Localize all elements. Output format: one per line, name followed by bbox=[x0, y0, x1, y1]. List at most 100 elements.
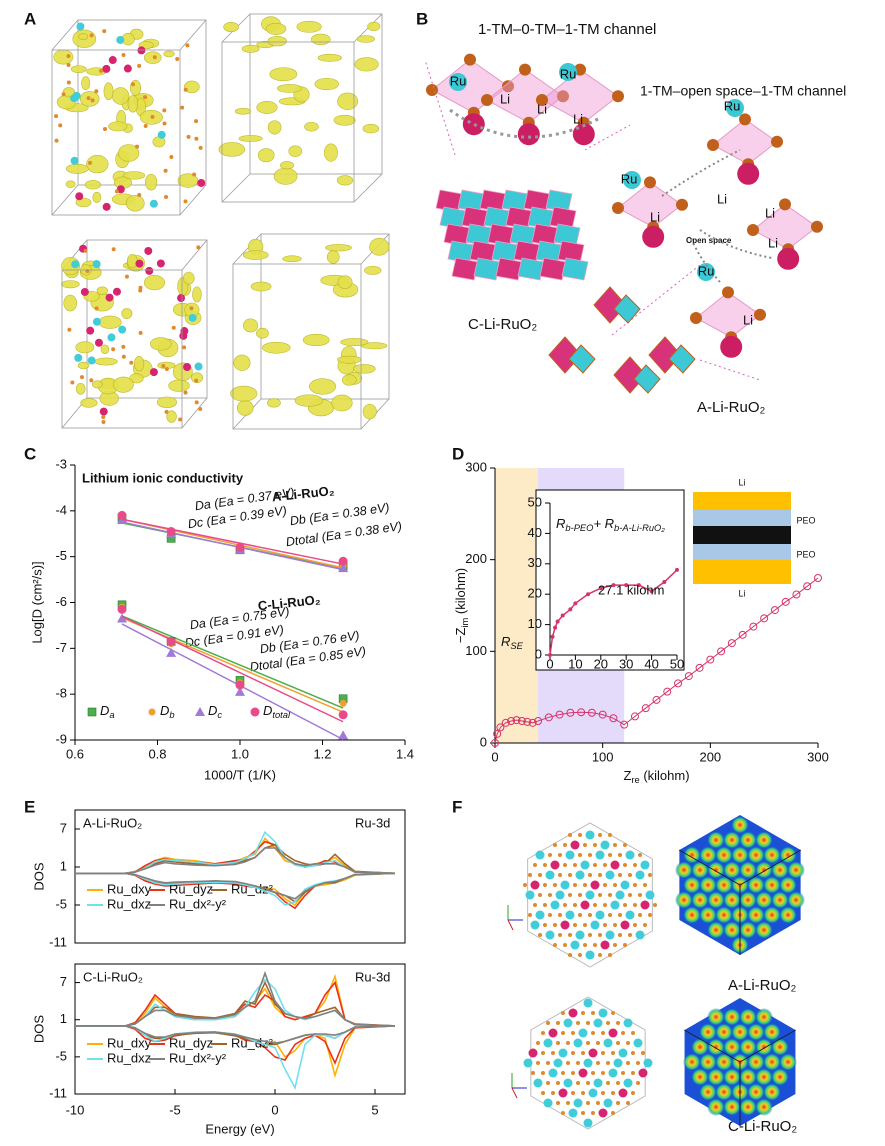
ru-atom bbox=[559, 63, 577, 81]
legend-label: Dc bbox=[208, 703, 222, 720]
marker bbox=[663, 687, 672, 696]
density-spot bbox=[771, 1038, 789, 1056]
density-spot bbox=[731, 816, 749, 834]
atom bbox=[598, 873, 602, 877]
density-render bbox=[51, 19, 207, 216]
iso-surface bbox=[184, 80, 200, 94]
panel-letter: F bbox=[452, 797, 462, 816]
atom bbox=[573, 1038, 583, 1048]
atom bbox=[87, 356, 96, 365]
atom bbox=[645, 890, 655, 900]
inset-annotation: Rb-PEO+ Rb-A-Li-RuO₂ bbox=[556, 516, 665, 533]
channel-title: 1-TM–0-TM–1-TM channel bbox=[478, 21, 656, 38]
atom bbox=[545, 930, 555, 940]
atom bbox=[558, 933, 562, 937]
iso-surface bbox=[96, 286, 108, 295]
iso-surface bbox=[354, 57, 379, 72]
atom bbox=[531, 1071, 535, 1075]
density-spot bbox=[699, 1083, 717, 1101]
atom bbox=[628, 893, 632, 897]
y-axis-label-part: im bbox=[460, 618, 470, 628]
ru-atom bbox=[623, 171, 641, 189]
iso-surface bbox=[80, 398, 98, 408]
atom bbox=[194, 136, 199, 141]
iso-surface bbox=[256, 327, 269, 339]
atom bbox=[523, 883, 527, 887]
density-spot bbox=[707, 1098, 725, 1116]
iso-surface bbox=[331, 394, 353, 412]
y-tick-label: 300 bbox=[465, 459, 487, 474]
x-tick-label: 30 bbox=[619, 656, 633, 671]
annotation: Ru-3d bbox=[355, 969, 390, 984]
atom bbox=[99, 68, 104, 73]
atom bbox=[653, 903, 657, 907]
atom bbox=[575, 930, 585, 940]
density-spot bbox=[763, 846, 781, 864]
density-spot bbox=[755, 921, 773, 939]
atom bbox=[72, 91, 81, 100]
atom bbox=[618, 853, 622, 857]
marker bbox=[814, 574, 822, 582]
y-tick-label: -5 bbox=[55, 1048, 67, 1063]
density-spot bbox=[739, 1008, 757, 1026]
atom bbox=[548, 1068, 558, 1078]
atom bbox=[640, 900, 650, 910]
structure-label: A-Li-RuO₂ bbox=[728, 977, 797, 994]
o-atom bbox=[707, 139, 719, 151]
iso-surface bbox=[337, 92, 359, 110]
atom bbox=[107, 333, 116, 342]
atom bbox=[143, 95, 148, 100]
atom bbox=[74, 353, 83, 362]
density-spot bbox=[723, 1038, 741, 1056]
atom bbox=[588, 1048, 598, 1058]
iso-surface bbox=[341, 374, 357, 386]
iso-surface bbox=[112, 87, 130, 105]
atom bbox=[636, 1081, 640, 1085]
atom bbox=[590, 920, 600, 930]
atom bbox=[162, 108, 167, 113]
atom bbox=[149, 368, 158, 377]
o-atom bbox=[739, 113, 751, 126]
inset-annotation-part: + R bbox=[593, 516, 614, 531]
atom bbox=[563, 863, 567, 867]
density-spot bbox=[763, 1083, 781, 1101]
iso-surface bbox=[123, 171, 146, 180]
atom bbox=[598, 953, 602, 957]
atom bbox=[71, 260, 80, 269]
atom bbox=[536, 1041, 540, 1045]
atom bbox=[620, 880, 630, 890]
cube-edge bbox=[739, 849, 802, 886]
y-axis-label-part: (kilohm) bbox=[453, 568, 468, 618]
iso-surface bbox=[267, 120, 282, 135]
atom bbox=[568, 873, 572, 877]
atom bbox=[94, 306, 99, 311]
x-tick-label: 1.4 bbox=[396, 746, 414, 761]
iso-surface bbox=[337, 275, 353, 289]
panel-label: C-Li-RuO₂ bbox=[83, 969, 143, 984]
atom bbox=[638, 853, 642, 857]
cube-edge bbox=[181, 397, 208, 429]
x-axis-label: Zre (kilohm) bbox=[623, 768, 689, 785]
x-axis-label: Energy (eV) bbox=[205, 1121, 274, 1136]
atom bbox=[92, 260, 101, 269]
iso-surface bbox=[333, 114, 356, 126]
y-tick-label: 20 bbox=[528, 586, 542, 601]
iso-surface bbox=[288, 145, 303, 157]
density-spot bbox=[715, 1053, 733, 1071]
density-spot bbox=[723, 1068, 741, 1086]
inset-point bbox=[573, 601, 578, 606]
x-tick-label: 20 bbox=[594, 656, 608, 671]
y-axis-label: −Zim (kilohm) bbox=[453, 568, 470, 643]
iso-surface bbox=[364, 265, 382, 275]
x-tick-label: 0 bbox=[271, 1102, 278, 1117]
x-tick-label: 100 bbox=[592, 749, 614, 764]
o-atom bbox=[771, 135, 783, 148]
atom bbox=[568, 893, 572, 897]
atom bbox=[138, 288, 143, 293]
atom bbox=[588, 853, 592, 857]
atom bbox=[598, 1008, 608, 1018]
density-spot bbox=[691, 861, 709, 879]
octahedron bbox=[613, 356, 647, 394]
atom bbox=[628, 933, 632, 937]
x-tick-label: 50 bbox=[670, 656, 684, 671]
